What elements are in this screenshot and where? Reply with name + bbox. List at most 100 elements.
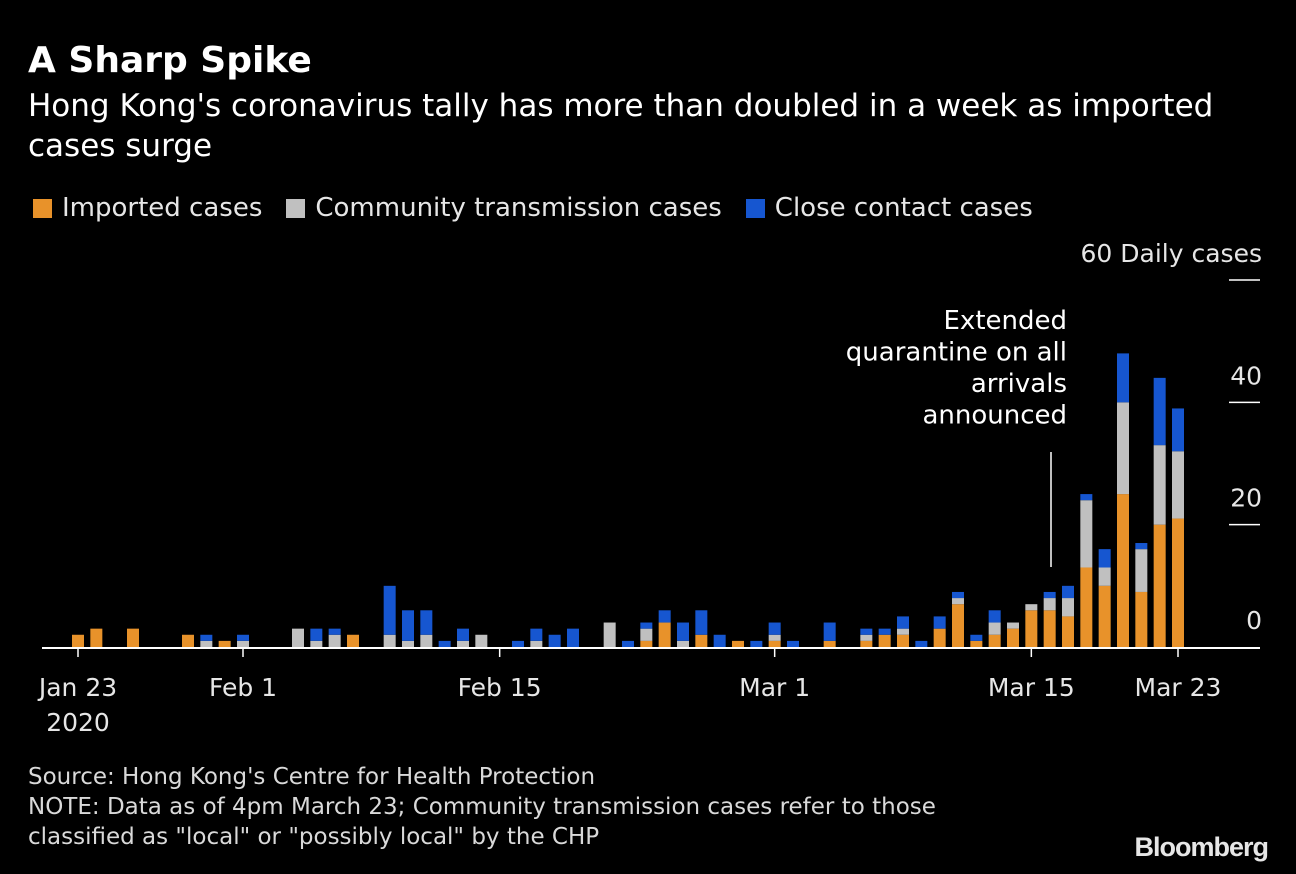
- bar-community: [1007, 622, 1019, 629]
- bar-community: [1098, 567, 1111, 586]
- legend-swatch-community: [286, 198, 306, 218]
- bar-community: [1153, 445, 1166, 525]
- bar-close: [915, 640, 928, 647]
- bar-close: [1153, 377, 1166, 446]
- bar-close: [402, 610, 414, 641]
- legend-swatch-close: [745, 198, 765, 218]
- annotation-text-line: Extended: [944, 306, 1068, 336]
- bar-imported: [732, 640, 744, 647]
- chart-subtitle: Hong Kong's coronavirus tally has more t…: [28, 88, 1214, 164]
- bar-imported: [1025, 610, 1038, 647]
- bar-close: [457, 628, 469, 641]
- bar-community: [1172, 451, 1184, 519]
- bar-close: [1062, 585, 1074, 599]
- bar-close: [1080, 494, 1093, 501]
- bar-imported: [768, 640, 781, 647]
- chart-title: A Sharp Spike: [28, 40, 312, 81]
- bar-community: [402, 640, 414, 647]
- bar-community: [200, 640, 213, 647]
- bar-imported: [347, 634, 359, 647]
- x-tick-label: Jan 23: [37, 673, 117, 702]
- chart-legend: Imported cases Community transmission ca…: [33, 193, 1057, 223]
- bar-close: [622, 640, 634, 647]
- bar-close: [310, 628, 323, 641]
- bar-close: [897, 616, 909, 629]
- bar-community: [457, 640, 469, 647]
- x-tick-label: Mar 15: [988, 673, 1075, 702]
- legend-label-community: Community transmission cases: [315, 193, 722, 223]
- bar-imported: [933, 628, 946, 647]
- bar-imported: [952, 604, 964, 647]
- bar-imported: [1098, 585, 1111, 647]
- bar-community: [640, 628, 653, 641]
- bar-community: [383, 634, 396, 647]
- bar-close: [1043, 591, 1056, 599]
- bar-close: [1135, 543, 1148, 550]
- bar-close: [1172, 408, 1184, 452]
- bar-close: [677, 622, 689, 641]
- bar-imported: [695, 634, 708, 647]
- bar-close: [713, 634, 726, 647]
- bar-close: [823, 622, 836, 641]
- bar-community: [768, 634, 781, 641]
- bar-community: [1062, 598, 1074, 617]
- bar-close: [237, 634, 249, 641]
- x-tick-label: Mar 23: [1135, 673, 1222, 702]
- bar-imported: [218, 640, 231, 647]
- data-note-line-2: classified as "local" or "possibly local…: [28, 824, 600, 850]
- bar-imported: [970, 640, 983, 647]
- bar-imported: [658, 622, 671, 647]
- bar-close: [640, 622, 653, 629]
- bloomberg-logo: Bloomberg: [1134, 832, 1269, 862]
- bar-close: [658, 610, 671, 623]
- x-tick-label: Mar 1: [739, 673, 810, 702]
- bar-community: [237, 640, 249, 647]
- x-tick-label: Feb 15: [458, 673, 542, 702]
- legend-item-close: Close contact cases: [745, 193, 1033, 223]
- bar-imported: [72, 634, 84, 647]
- bar-close: [860, 628, 873, 635]
- bar-community: [1025, 604, 1038, 611]
- bar-imported: [640, 640, 653, 647]
- bar-close: [383, 585, 396, 635]
- bar-imported: [1062, 616, 1074, 647]
- bar-imported: [1135, 591, 1148, 647]
- bar-community: [1043, 598, 1056, 611]
- bar-community: [1135, 549, 1148, 592]
- bar-community: [292, 628, 304, 647]
- bar-imported: [1043, 610, 1056, 647]
- bar-imported: [1172, 518, 1184, 647]
- bar-imported: [878, 634, 891, 647]
- bar-imported: [897, 634, 909, 647]
- x-tick-sublabel: 2020: [46, 708, 110, 737]
- bar-community: [328, 634, 341, 647]
- bar-community: [310, 640, 323, 647]
- y-tick-label-60: 60 Daily cases: [1081, 239, 1262, 268]
- bar-close: [530, 628, 543, 641]
- bar-close: [567, 628, 579, 647]
- legend-item-imported: Imported cases: [33, 193, 262, 223]
- bar-community: [603, 622, 616, 647]
- bar-close: [548, 634, 561, 647]
- bar-imported: [988, 634, 1001, 647]
- y-tick-label-20: 20: [1230, 484, 1262, 513]
- bar-community: [860, 634, 873, 641]
- bar-close: [200, 634, 213, 641]
- bar-imported: [1007, 628, 1019, 647]
- bar-close: [512, 640, 524, 647]
- bar-imported: [127, 628, 139, 647]
- y-tick-label-40: 40: [1230, 361, 1262, 390]
- bar-close: [970, 634, 983, 641]
- chart-footer: Source: Hong Kong's Centre for Health Pr…: [28, 762, 936, 852]
- annotation-text-line: arrivals: [971, 369, 1067, 399]
- bar-community: [1117, 402, 1129, 495]
- bar-close: [878, 628, 891, 635]
- legend-swatch-imported: [33, 198, 52, 218]
- bar-close: [787, 640, 799, 647]
- bar-imported: [1153, 524, 1166, 647]
- annotation-text-line: announced: [922, 401, 1067, 431]
- bar-close: [1098, 549, 1111, 568]
- bar-community: [530, 640, 543, 647]
- bar-community: [952, 598, 964, 605]
